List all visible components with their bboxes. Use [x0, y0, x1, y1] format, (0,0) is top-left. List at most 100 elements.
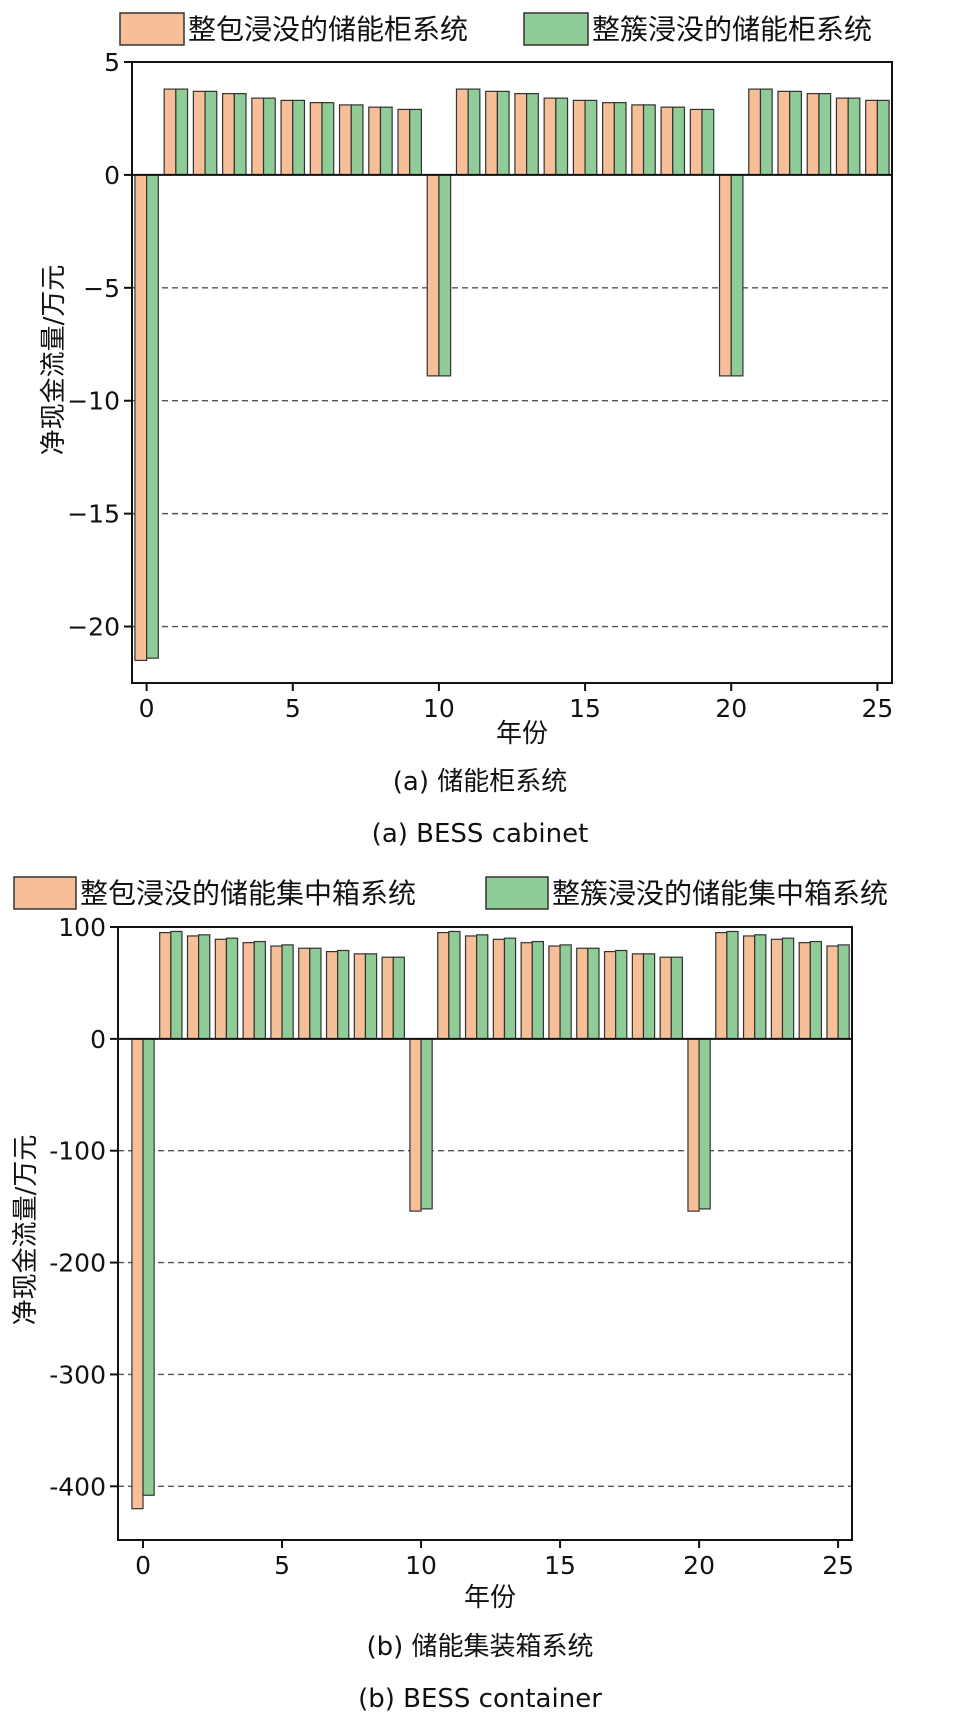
bar-pack-18	[660, 106, 674, 176]
bar-pack-6	[309, 102, 323, 176]
x-ticks-b: 0 5 10 15 20 25	[135, 1540, 854, 1580]
y-axis-title-a: 净现金流量/万元	[39, 265, 69, 456]
bar-cluster-10	[438, 174, 452, 377]
bar-cluster-19	[701, 108, 715, 176]
bar-cluster-17	[642, 104, 656, 176]
bar-cluster-11	[467, 88, 481, 176]
bar-pack-5	[280, 99, 294, 176]
bar-cluster-10	[420, 1038, 433, 1210]
y-axis-title-b: 净现金流量/万元	[11, 1135, 41, 1326]
y-tick-label: 100	[58, 913, 106, 942]
bar-cluster-2	[198, 934, 211, 1040]
bar-cluster-22	[754, 934, 767, 1040]
bar-cluster-24	[847, 97, 861, 176]
bar-cluster-18	[672, 106, 686, 176]
bar-pack-9	[397, 108, 411, 176]
bar-cluster-9	[409, 108, 422, 176]
plot-frame-a	[131, 61, 893, 684]
bar-pack-7	[338, 104, 352, 176]
bar-pack-15	[572, 99, 586, 176]
y-tick-label: −5	[83, 274, 120, 303]
y-tick-label: 0	[104, 161, 120, 190]
x-axis-title-b: 年份	[464, 1583, 516, 1613]
plot-frame-b	[117, 926, 853, 1541]
bar-pack-2	[186, 935, 200, 1040]
bar-cluster-16	[613, 102, 627, 176]
x-tick-label: 25	[822, 1551, 854, 1580]
bar-pack-25	[826, 945, 839, 1040]
bar-cluster-12	[496, 90, 510, 176]
bar-cluster-18	[642, 953, 656, 1040]
bar-pack-16	[602, 102, 615, 176]
bar-pack-14	[520, 942, 533, 1040]
bar-cluster-0	[146, 174, 159, 659]
bar-cluster-1	[170, 930, 183, 1040]
bar-pack-19	[659, 956, 672, 1040]
bar-pack-24	[835, 97, 849, 176]
bar-pack-22	[742, 935, 756, 1040]
x-tick-label: 10	[405, 1551, 437, 1580]
x-ticks-a: 0 5 10 15 20 25	[139, 683, 893, 723]
x-tick-label: 15	[544, 1551, 576, 1580]
bar-pack-13	[514, 93, 528, 176]
legend-a-label-1: 整包浸没的储能柜系统	[188, 13, 468, 46]
bar-pack-23	[806, 93, 820, 176]
bar-cluster-21	[726, 930, 739, 1040]
y-tick-label: −20	[67, 613, 120, 642]
bar-cluster-19	[670, 956, 684, 1040]
bar-cluster-25	[876, 99, 890, 176]
x-tick-label: 0	[135, 1551, 151, 1580]
bar-cluster-7	[350, 104, 364, 176]
bar-pack-6	[298, 947, 311, 1040]
bar-cluster-20	[698, 1038, 711, 1210]
bar-pack-10	[409, 1038, 422, 1212]
plot-border	[131, 61, 893, 684]
x-tick-label: 0	[139, 694, 155, 723]
legend-a-label-2: 整簇浸没的储能柜系统	[592, 13, 872, 46]
x-tick-label: 15	[569, 694, 601, 723]
bar-cluster-21	[759, 88, 773, 176]
bar-cluster-4	[262, 97, 276, 176]
bar-cluster-6	[309, 947, 322, 1040]
bar-pack-8	[353, 953, 367, 1040]
bar-pack-9	[381, 956, 394, 1040]
legend-b-label-1: 整包浸没的储能集中箱系统	[80, 877, 416, 910]
bar-cluster-0	[142, 1038, 155, 1496]
bar-pack-11	[437, 931, 450, 1040]
bar-pack-7	[325, 951, 339, 1040]
bar-cluster-23	[818, 93, 832, 176]
caption-b-en: (b) BESS container	[358, 1684, 602, 1714]
bar-pack-14	[543, 97, 557, 176]
legend-b-swatch-2	[485, 876, 549, 910]
bar-cluster-23	[781, 937, 795, 1040]
x-tick-label: 20	[715, 694, 747, 723]
bar-pack-24	[798, 942, 811, 1040]
bar-cluster-9	[392, 956, 405, 1040]
bar-pack-12	[485, 90, 498, 176]
bar-cluster-25	[837, 944, 850, 1040]
bar-cluster-20	[730, 174, 744, 377]
x-tick-label: 25	[861, 694, 893, 723]
bar-cluster-16	[587, 947, 600, 1040]
x-tick-label: 20	[683, 1551, 715, 1580]
caption-a-en: (a) BESS cabinet	[372, 819, 589, 849]
bar-cluster-3	[233, 93, 247, 176]
bar-cluster-13	[526, 93, 539, 176]
legend-a: 整包浸没的储能柜系统 整簇浸没的储能柜系统	[119, 12, 872, 46]
bars-a	[134, 88, 890, 662]
bar-pack-3	[222, 93, 235, 176]
chart-b: 整包浸没的储能集中箱系统 整簇浸没的储能集中箱系统 1000-100-200-3…	[11, 876, 888, 1714]
bar-pack-18	[631, 953, 645, 1040]
bar-pack-1	[163, 88, 177, 176]
bar-pack-23	[770, 938, 784, 1040]
bar-pack-15	[548, 945, 561, 1040]
bar-cluster-1	[175, 88, 189, 176]
legend-a-swatch-1	[119, 12, 185, 46]
bar-pack-3	[214, 938, 228, 1040]
bar-pack-0	[134, 174, 148, 662]
bar-cluster-8	[364, 953, 378, 1040]
y-tick-label: -200	[49, 1249, 106, 1278]
bar-pack-11	[455, 88, 469, 176]
y-tick-label: -400	[49, 1472, 106, 1501]
plot-border	[117, 926, 853, 1541]
